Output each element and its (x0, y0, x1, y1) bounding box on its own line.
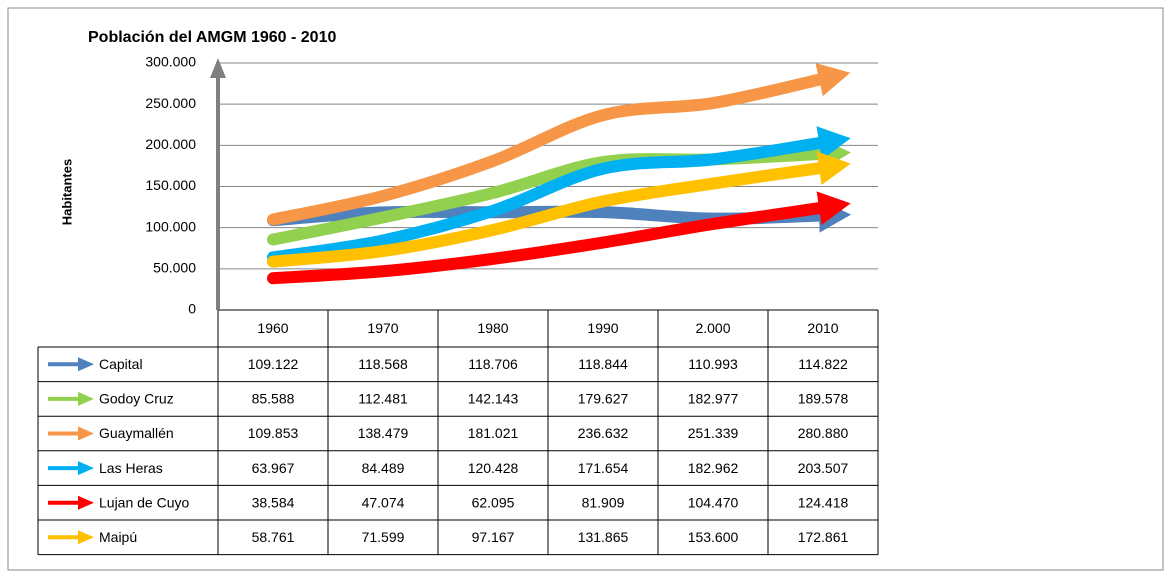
table-cell: 118.706 (468, 356, 518, 372)
table-cell: 189.578 (798, 391, 849, 407)
y-tick-label: 0 (188, 301, 196, 317)
table-cell: 153.600 (688, 529, 739, 545)
table-cell: 236.632 (578, 425, 629, 441)
x-tick-label: 1990 (587, 320, 618, 336)
chart-frame (7, 7, 1164, 571)
table-cell: 171.654 (578, 460, 629, 476)
table-cell: 104.470 (688, 494, 739, 510)
x-tick-label: 2010 (807, 320, 838, 336)
table-cell: 109.122 (248, 356, 299, 372)
table-cell: 179.627 (578, 391, 629, 407)
table-cell: 124.418 (798, 494, 849, 510)
legend-key (78, 461, 94, 476)
table-cell: 251.339 (688, 425, 739, 441)
legend-label: Las Heras (99, 460, 163, 476)
legend-key (78, 530, 94, 545)
legend-key (78, 426, 94, 441)
table-cell: 118.844 (578, 356, 628, 372)
table-cell: 182.962 (688, 460, 739, 476)
table-cell: 182.977 (688, 391, 739, 407)
x-tick-label: 1970 (367, 320, 398, 336)
y-tick-label: 300.000 (145, 54, 196, 70)
table-cell: 142.143 (468, 391, 519, 407)
legend-label: Guaymallén (99, 425, 174, 441)
table-cell: 38.584 (252, 494, 295, 510)
x-tick-label: 1980 (477, 320, 508, 336)
chart-title: Población del AMGM 1960 - 2010 (88, 29, 336, 46)
table-cell: 181.021 (468, 425, 519, 441)
y-axis-arrow (210, 58, 226, 78)
x-tick-label: 2.000 (695, 320, 730, 336)
table-cell: 131.865 (578, 529, 629, 545)
table-cell: 58.761 (252, 529, 295, 545)
y-tick-label: 100.000 (145, 218, 196, 234)
table-cell: 280.880 (798, 425, 849, 441)
legend-key (78, 391, 94, 406)
legend-label: Maipú (99, 529, 137, 545)
y-tick-label: 250.000 (145, 95, 196, 111)
legend-label: Godoy Cruz (99, 391, 174, 407)
y-tick-label: 150.000 (145, 177, 196, 193)
series-line (267, 126, 851, 264)
table-cell: 172.861 (798, 529, 849, 545)
legend-label: Capital (99, 356, 143, 372)
table-cell: 138.479 (358, 425, 409, 441)
table-cell: 81.909 (582, 494, 625, 510)
table-cell: 47.074 (362, 494, 405, 510)
series-line (267, 191, 851, 285)
table-cell: 109.853 (248, 425, 299, 441)
table-cell: 110.993 (688, 356, 738, 372)
series-line (267, 63, 851, 226)
legend-key (78, 495, 94, 510)
table-cell: 71.599 (362, 529, 405, 545)
y-tick-label: 200.000 (145, 136, 196, 152)
table-cell: 203.507 (798, 460, 849, 476)
table-cell: 62.095 (472, 494, 515, 510)
x-tick-label: 1960 (257, 320, 288, 336)
table-cell: 63.967 (252, 460, 295, 476)
series-line (267, 151, 851, 268)
y-tick-label: 50.000 (153, 260, 196, 276)
table-cell: 112.481 (358, 391, 408, 407)
table-cell: 85.588 (252, 391, 295, 407)
table-cell: 120.428 (468, 460, 519, 476)
table-cell: 118.568 (358, 356, 408, 372)
table-cell: 97.167 (472, 529, 515, 545)
legend-key (78, 357, 94, 372)
y-axis-title: Habitantes (59, 159, 74, 225)
table-cell: 114.822 (798, 356, 848, 372)
legend-label: Lujan de Cuyo (99, 494, 190, 510)
table-cell: 84.489 (362, 460, 405, 476)
